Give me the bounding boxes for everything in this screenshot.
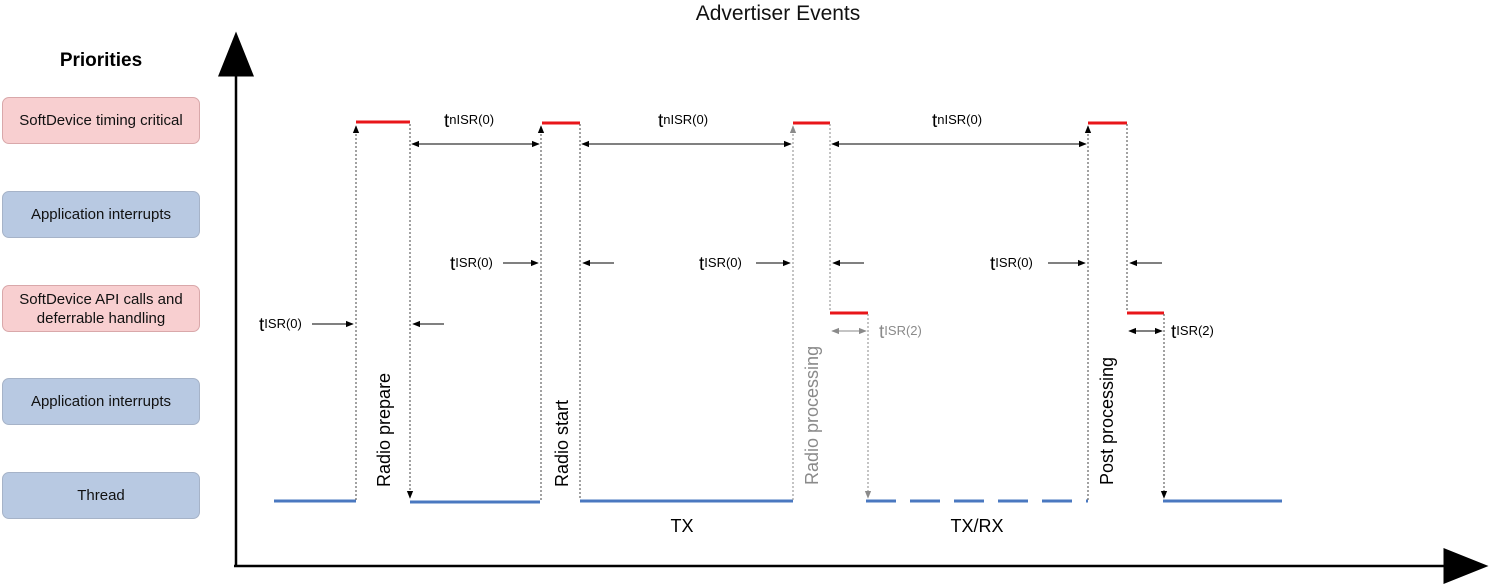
timing-label-nisr-2: tnISR(0) [658,111,708,132]
event-label-radio-processing: Radio processing [802,346,822,485]
timing-label-isr2-post: tISR(2) [1171,322,1214,343]
priority-softdevice-api-calls: SoftDevice API calls and deferrable hand… [2,285,200,332]
timing-label-isr0-post: tISR(0) [990,254,1033,275]
priority-application-interrupts-high: Application interrupts [2,191,200,238]
diagram-title: Advertiser Events [695,2,861,25]
timing-label-isr0-start: tISR(0) [450,254,493,275]
thread-level-lines [274,499,1282,504]
phase-label-tx: TX [670,516,693,536]
timing-label-nisr-1: tnISR(0) [444,111,494,132]
timing-label-nisr-3: tnISR(0) [932,111,982,132]
event-transition-lines [352,124,1168,500]
timing-label-isr0-processing: tISR(0) [699,254,742,275]
event-label-radio-start: Radio start [552,400,572,487]
priorities-header: Priorities [59,50,143,71]
event-label-radio-prepare: Radio prepare [374,373,394,487]
critical-level-lines [356,120,1127,125]
timing-label-isr2-radio: tISR(2) [879,322,922,343]
priority-application-interrupts-low: Application interrupts [2,378,200,425]
timing-label-isr0-prepare: tISR(0) [259,315,302,336]
priority-softdevice-timing-critical: SoftDevice timing critical [2,97,200,144]
phase-label-txrx: TX/RX [950,516,1003,536]
isr0-arrows [312,259,1162,328]
priority-thread: Thread [2,472,200,519]
event-label-post-processing: Post processing [1097,357,1117,485]
